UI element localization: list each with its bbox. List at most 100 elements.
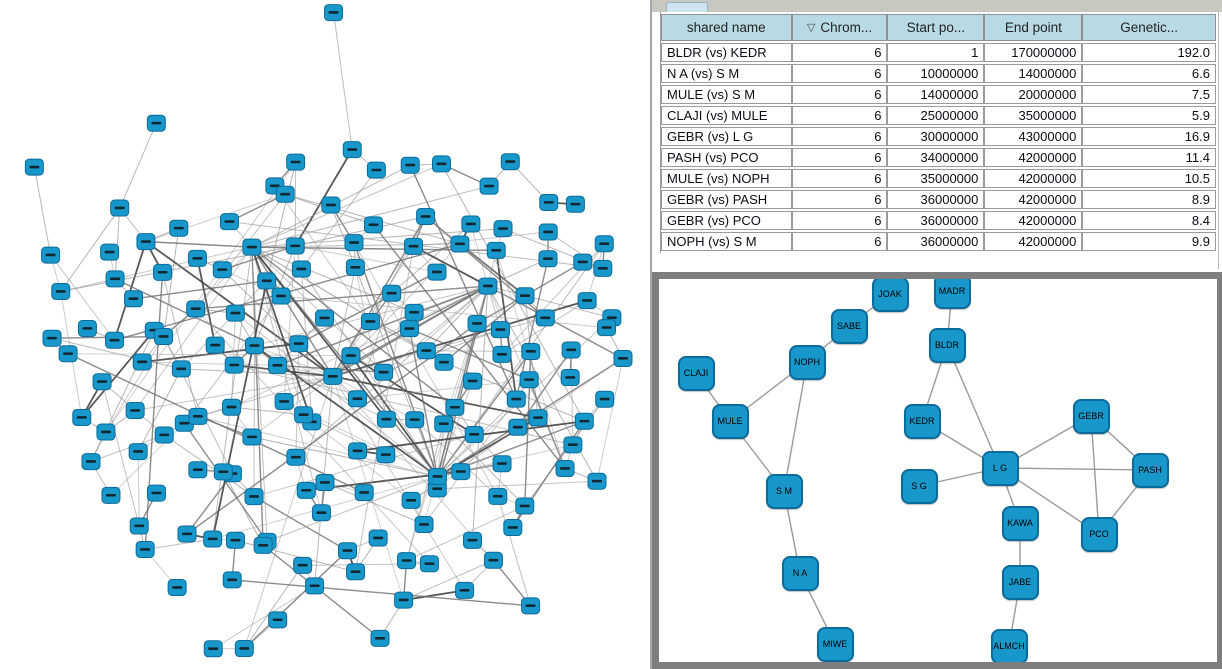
node-joak[interactable]: JOAK bbox=[871, 279, 909, 312]
network-node[interactable] bbox=[225, 531, 245, 549]
network-node[interactable] bbox=[124, 290, 144, 308]
network-node[interactable] bbox=[401, 491, 421, 509]
network-node[interactable] bbox=[404, 303, 424, 321]
network-node[interactable] bbox=[311, 504, 331, 522]
node-pash[interactable]: PASH bbox=[1131, 452, 1169, 488]
column-header-shared-name[interactable]: shared name bbox=[661, 14, 792, 41]
network-node[interactable] bbox=[397, 552, 417, 570]
network-node[interactable] bbox=[100, 243, 120, 261]
network-node[interactable] bbox=[360, 313, 380, 331]
node-sabe[interactable]: SABE bbox=[830, 308, 868, 344]
network-node[interactable] bbox=[463, 372, 483, 390]
network-node[interactable] bbox=[167, 578, 187, 596]
node-bldr[interactable]: BLDR bbox=[928, 327, 966, 363]
network-node[interactable] bbox=[294, 406, 314, 424]
network-node[interactable] bbox=[376, 410, 396, 428]
network-node[interactable] bbox=[58, 345, 78, 363]
network-node[interactable] bbox=[257, 272, 277, 290]
table-row[interactable]: MULE (vs) S M 6 14000000 20000000 7.5 bbox=[661, 85, 1216, 104]
network-node[interactable] bbox=[275, 185, 295, 203]
network-node[interactable] bbox=[92, 373, 112, 391]
network-node[interactable] bbox=[463, 531, 483, 549]
network-node[interactable] bbox=[224, 356, 244, 374]
network-node[interactable] bbox=[374, 363, 394, 381]
network-node[interactable] bbox=[146, 484, 166, 502]
network-node[interactable] bbox=[188, 407, 208, 425]
node-miwe[interactable]: MIWE bbox=[816, 626, 854, 662]
network-node[interactable] bbox=[493, 220, 513, 238]
network-node[interactable] bbox=[344, 234, 364, 252]
network-node[interactable] bbox=[483, 551, 503, 569]
network-node[interactable] bbox=[242, 428, 262, 446]
network-node[interactable] bbox=[461, 215, 481, 233]
network-node[interactable] bbox=[492, 455, 512, 473]
network-node[interactable] bbox=[285, 237, 305, 255]
network-node[interactable] bbox=[42, 329, 62, 347]
network-node[interactable] bbox=[105, 270, 125, 288]
table-row[interactable]: BLDR (vs) KEDR 6 1 170000000 192.0 bbox=[661, 43, 1216, 62]
network-node[interactable] bbox=[219, 213, 239, 231]
network-node[interactable] bbox=[346, 563, 366, 581]
network-node[interactable] bbox=[274, 393, 294, 411]
network-node[interactable] bbox=[323, 367, 343, 385]
column-header-end-point[interactable]: End point bbox=[984, 14, 1083, 41]
table-row[interactable]: GEBR (vs) L G 6 30000000 43000000 16.9 bbox=[661, 127, 1216, 146]
network-node[interactable] bbox=[286, 448, 306, 466]
network-node[interactable] bbox=[242, 238, 262, 256]
network-node[interactable] bbox=[561, 341, 581, 359]
network-node[interactable] bbox=[105, 331, 125, 349]
network-node[interactable] bbox=[244, 488, 264, 506]
table-row[interactable]: CLAJI (vs) MULE 6 25000000 35000000 5.9 bbox=[661, 106, 1216, 125]
network-node[interactable] bbox=[521, 342, 541, 360]
network-node[interactable] bbox=[519, 371, 539, 389]
network-node[interactable] bbox=[213, 463, 233, 481]
network-node[interactable] bbox=[515, 497, 535, 515]
network-node[interactable] bbox=[341, 347, 361, 365]
table-row[interactable]: GEBR (vs) PASH 6 36000000 42000000 8.9 bbox=[661, 190, 1216, 209]
network-node[interactable] bbox=[293, 556, 313, 574]
network-node[interactable] bbox=[464, 425, 484, 443]
network-node[interactable] bbox=[187, 249, 207, 267]
network-node[interactable] bbox=[594, 235, 614, 253]
network-node[interactable] bbox=[427, 468, 447, 486]
network-node[interactable] bbox=[467, 315, 487, 333]
network-node[interactable] bbox=[77, 319, 97, 337]
network-node[interactable] bbox=[488, 487, 508, 505]
edge-noph-sm[interactable] bbox=[783, 361, 808, 492]
network-node[interactable] bbox=[110, 199, 130, 217]
network-node[interactable] bbox=[404, 237, 424, 255]
network-node[interactable] bbox=[492, 345, 512, 363]
network-node[interactable] bbox=[451, 463, 471, 481]
network-node[interactable] bbox=[368, 529, 388, 547]
filtered-network-canvas[interactable]: JOAK MADR SABE BLDR NOPH CLAJI GEBR KEDR MULE L G… bbox=[659, 279, 1217, 662]
node-claji[interactable]: CLAJI bbox=[677, 355, 715, 391]
network-node[interactable] bbox=[508, 418, 528, 436]
network-node[interactable] bbox=[587, 472, 607, 490]
network-node[interactable] bbox=[234, 640, 254, 658]
network-node[interactable] bbox=[399, 320, 419, 338]
network-node[interactable] bbox=[503, 519, 523, 537]
network-node[interactable] bbox=[296, 481, 316, 499]
network-node[interactable] bbox=[81, 453, 101, 471]
network-node[interactable] bbox=[324, 4, 344, 22]
network-node[interactable] bbox=[434, 353, 454, 371]
network-node[interactable] bbox=[431, 155, 451, 173]
table-row[interactable]: N A (vs) S M 6 10000000 14000000 6.6 bbox=[661, 64, 1216, 83]
network-node[interactable] bbox=[146, 114, 166, 132]
network-node[interactable] bbox=[506, 390, 526, 408]
network-node[interactable] bbox=[96, 423, 116, 441]
network-node[interactable] bbox=[560, 369, 580, 387]
network-node[interactable] bbox=[72, 408, 92, 426]
network-node[interactable] bbox=[376, 446, 396, 464]
network-node[interactable] bbox=[225, 304, 245, 322]
network-node[interactable] bbox=[539, 193, 559, 211]
network-node[interactable] bbox=[455, 581, 475, 599]
network-node[interactable] bbox=[347, 390, 367, 408]
network-node[interactable] bbox=[416, 208, 436, 226]
network-node[interactable] bbox=[535, 309, 555, 327]
network-node[interactable] bbox=[169, 219, 189, 237]
network-node[interactable] bbox=[479, 177, 499, 195]
node-kedr[interactable]: KEDR bbox=[903, 403, 941, 439]
network-node[interactable] bbox=[129, 517, 149, 535]
network-node[interactable] bbox=[203, 640, 223, 658]
